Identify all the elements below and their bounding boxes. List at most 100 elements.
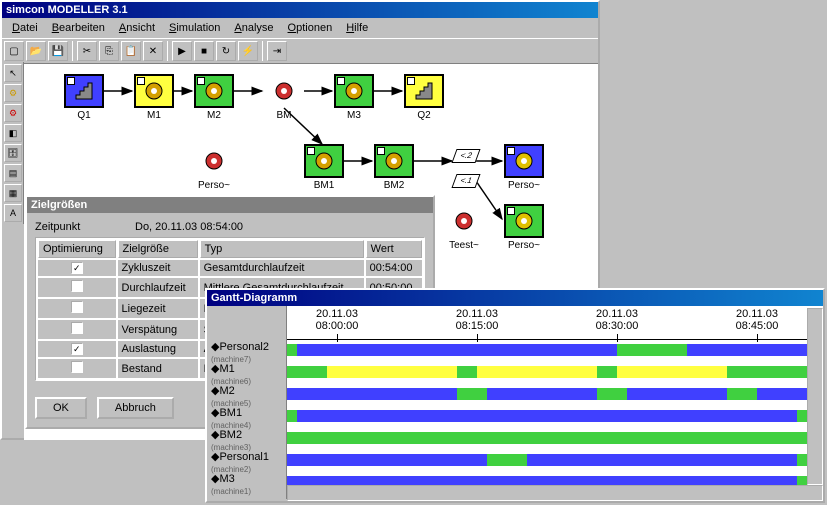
gantt-row (287, 340, 823, 362)
gantt-row (287, 384, 823, 406)
tool-gear-r-icon[interactable]: ⚙ (4, 104, 22, 122)
node-perso2[interactable] (504, 144, 544, 178)
gantt-bar[interactable] (287, 366, 327, 378)
column-header[interactable]: Zielgröße (118, 240, 198, 258)
gantt-bar[interactable] (527, 454, 797, 466)
copy-icon[interactable]: ⎘ (99, 41, 119, 61)
node-q2[interactable] (404, 74, 444, 108)
go-icon[interactable]: ▶ (172, 41, 192, 61)
node-teest[interactable] (444, 204, 484, 238)
tool-db-icon[interactable]: 🗄 (4, 144, 22, 162)
gantt-vscrollbar[interactable] (807, 308, 823, 485)
decision-node[interactable]: <.1 (451, 174, 480, 188)
tool-gear-y-icon[interactable]: ⚙ (4, 84, 22, 102)
gantt-bar[interactable] (457, 366, 477, 378)
node-perso1[interactable] (194, 144, 234, 178)
resource-label: ◆M1(machine6) (207, 362, 286, 384)
gantt-bar[interactable] (477, 366, 597, 378)
gantt-bar[interactable] (617, 366, 727, 378)
menu-hilfe[interactable]: Hilfe (340, 20, 374, 36)
node-label-q1: Q1 (59, 110, 109, 121)
optimize-checkbox[interactable] (71, 322, 83, 334)
delete-icon[interactable]: ✕ (143, 41, 163, 61)
cancel-button[interactable]: Abbruch (97, 397, 174, 419)
gantt-bar[interactable] (487, 388, 597, 400)
cell-typ: Gesamtdurchlaufzeit (200, 260, 364, 276)
optimize-checkbox[interactable] (71, 280, 83, 292)
menubar: DateiBearbeitenAnsichtSimulationAnalyseO… (2, 18, 598, 38)
time-tick: 20.11.0308:45:00 (727, 308, 787, 342)
menu-simulation[interactable]: Simulation (163, 20, 226, 36)
gantt-bar[interactable] (727, 388, 757, 400)
optimize-checkbox[interactable] (71, 301, 83, 313)
menu-ansicht[interactable]: Ansicht (113, 20, 161, 36)
tool-chart-icon[interactable]: ▤ (4, 164, 22, 182)
menu-analyse[interactable]: Analyse (228, 20, 279, 36)
column-header[interactable]: Wert (366, 240, 422, 258)
app-title: simcon MODELLER 3.1 (6, 4, 128, 16)
node-q1[interactable] (64, 74, 104, 108)
dialog-titlebar: Zielgrößen (27, 197, 433, 213)
optimize-checkbox[interactable]: ✓ (71, 343, 83, 355)
gantt-bar[interactable] (287, 432, 807, 444)
gantt-row (287, 362, 823, 384)
gantt-bar[interactable] (287, 388, 457, 400)
gantt-bar[interactable] (797, 410, 807, 422)
tool-grid-icon[interactable]: ▦ (4, 184, 22, 202)
gantt-bar[interactable] (457, 388, 487, 400)
optimize-checkbox[interactable] (71, 361, 83, 373)
resource-label: ◆BM1(machine4) (207, 406, 286, 428)
node-label-m3: M3 (329, 110, 379, 121)
new-icon[interactable]: ▢ (4, 41, 24, 61)
column-header[interactable]: Optimierung (38, 240, 116, 258)
open-icon[interactable]: 📂 (26, 41, 46, 61)
gantt-bar[interactable] (757, 388, 807, 400)
node-bm2[interactable] (374, 144, 414, 178)
decision-node[interactable]: <.2 (451, 149, 480, 163)
gantt-bar[interactable] (327, 366, 457, 378)
lightning-icon[interactable]: ⚡ (238, 41, 258, 61)
ok-button[interactable]: OK (35, 397, 87, 419)
exit-icon[interactable]: ⇥ (267, 41, 287, 61)
paste-icon[interactable]: 📋 (121, 41, 141, 61)
gantt-bar[interactable] (727, 366, 807, 378)
gantt-bar[interactable] (287, 410, 297, 422)
node-bm1[interactable] (304, 144, 344, 178)
tool-arrow-icon[interactable]: ↖ (4, 64, 22, 82)
gantt-bar[interactable] (617, 344, 687, 356)
gantt-bar[interactable] (287, 454, 487, 466)
zeitpunkt-label: Zeitpunkt (35, 221, 135, 233)
node-m1[interactable] (134, 74, 174, 108)
menu-bearbeiten[interactable]: Bearbeiten (46, 20, 111, 36)
gantt-bar[interactable] (597, 366, 617, 378)
gantt-bar[interactable] (687, 344, 807, 356)
menu-optionen[interactable]: Optionen (282, 20, 339, 36)
cell-zg: Bestand (118, 359, 198, 378)
stop-icon[interactable]: ■ (194, 41, 214, 61)
cycle-icon[interactable]: ↻ (216, 41, 236, 61)
gantt-bar[interactable] (297, 344, 617, 356)
save-icon[interactable]: 💾 (48, 41, 68, 61)
time-tick: 20.11.0308:00:00 (307, 308, 367, 342)
node-perso3[interactable] (504, 204, 544, 238)
gantt-bar[interactable] (597, 388, 627, 400)
node-bm[interactable] (264, 74, 304, 108)
tool-cube-icon[interactable]: ◧ (4, 124, 22, 142)
gantt-chart[interactable]: 20.11.0308:00:0020.11.0308:15:0020.11.03… (287, 306, 823, 499)
cut-icon[interactable]: ✂ (77, 41, 97, 61)
gantt-bar[interactable] (797, 454, 807, 466)
gantt-bar[interactable] (627, 388, 727, 400)
gantt-bar[interactable] (487, 454, 527, 466)
tool-text-icon[interactable]: A (4, 204, 22, 222)
menu-datei[interactable]: Datei (6, 20, 44, 36)
node-m3[interactable] (334, 74, 374, 108)
node-m2[interactable] (194, 74, 234, 108)
gantt-bar[interactable] (287, 344, 297, 356)
column-header[interactable]: Typ (200, 240, 364, 258)
gantt-row (287, 428, 823, 450)
gantt-hscrollbar[interactable] (287, 485, 823, 501)
gantt-bar[interactable] (297, 410, 797, 422)
node-label-bm: BM (259, 110, 309, 121)
cell-wert: 00:54:00 (366, 260, 422, 276)
optimize-checkbox[interactable]: ✓ (71, 262, 83, 274)
